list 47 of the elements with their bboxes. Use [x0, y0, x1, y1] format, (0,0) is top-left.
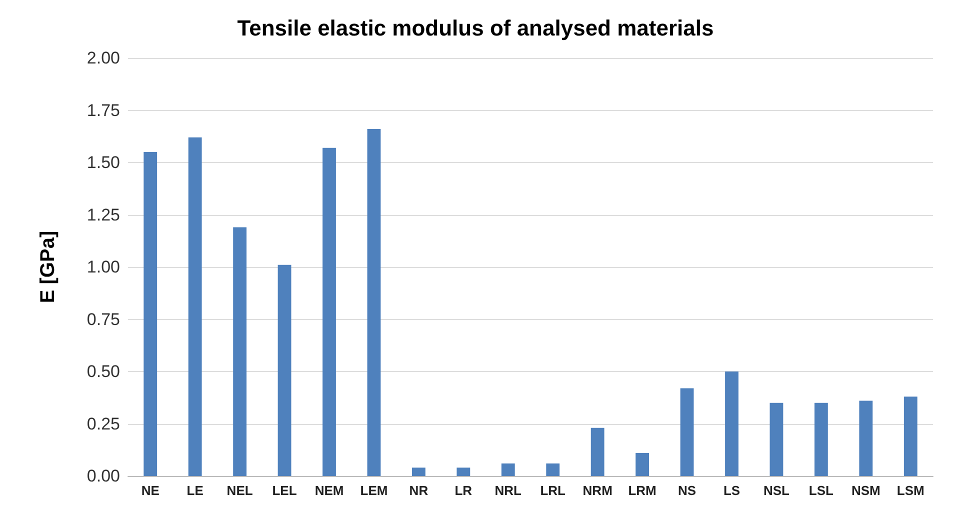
x-tick-label: NSM [851, 483, 880, 498]
bar [546, 463, 560, 476]
x-tick-label: NR [409, 483, 429, 498]
bar [144, 152, 158, 476]
x-tick-label: LR [454, 483, 473, 498]
y-tick-label: 0.50 [86, 362, 120, 381]
bar [501, 463, 515, 476]
bar [859, 400, 873, 476]
y-tick-label: 0.75 [86, 310, 120, 329]
x-tick-label: NEM [314, 483, 344, 498]
bar [680, 388, 694, 476]
bar [456, 468, 470, 476]
y-tick-label: 1.75 [86, 100, 120, 120]
x-tick-label: NSL [763, 483, 790, 498]
y-tick-label: 1.00 [86, 258, 120, 276]
y-tick-label: 1.25 [86, 205, 120, 224]
x-tick-label: LSM [896, 483, 924, 498]
x-tick-label: NEL [226, 483, 253, 498]
x-tick-label: LEL [272, 483, 297, 498]
x-tick-label: LEM [360, 483, 388, 498]
x-tick-label: NRL [494, 483, 522, 498]
bar [770, 402, 784, 476]
bar [590, 428, 604, 476]
bar [322, 148, 336, 476]
x-tick-label: NE [141, 483, 160, 498]
bar [278, 264, 292, 476]
x-tick-label: LRM [628, 483, 656, 498]
y-axis-title: E [GPa] [37, 230, 59, 304]
y-tick-label: 2.00 [86, 48, 120, 68]
bar [367, 129, 381, 476]
x-tick-label: NRM [582, 483, 612, 498]
x-tick-label: LRL [540, 483, 566, 498]
bar [904, 396, 918, 476]
x-tick-label: LS [723, 483, 740, 498]
x-tick-label: LE [186, 483, 204, 498]
bar [725, 372, 738, 476]
bar [814, 402, 828, 476]
y-tick-label: 1.50 [86, 153, 120, 172]
y-tick-label: 0.25 [86, 414, 120, 434]
chart-title: Tensile elastic modulus of analysed materials [237, 16, 714, 40]
bar [188, 137, 202, 476]
x-tick-label: NS [678, 483, 696, 498]
y-tick-label: 0.00 [86, 466, 120, 486]
bar [636, 453, 650, 476]
bar [412, 468, 426, 476]
bar [233, 227, 247, 476]
x-tick-label: LSL [808, 483, 834, 498]
